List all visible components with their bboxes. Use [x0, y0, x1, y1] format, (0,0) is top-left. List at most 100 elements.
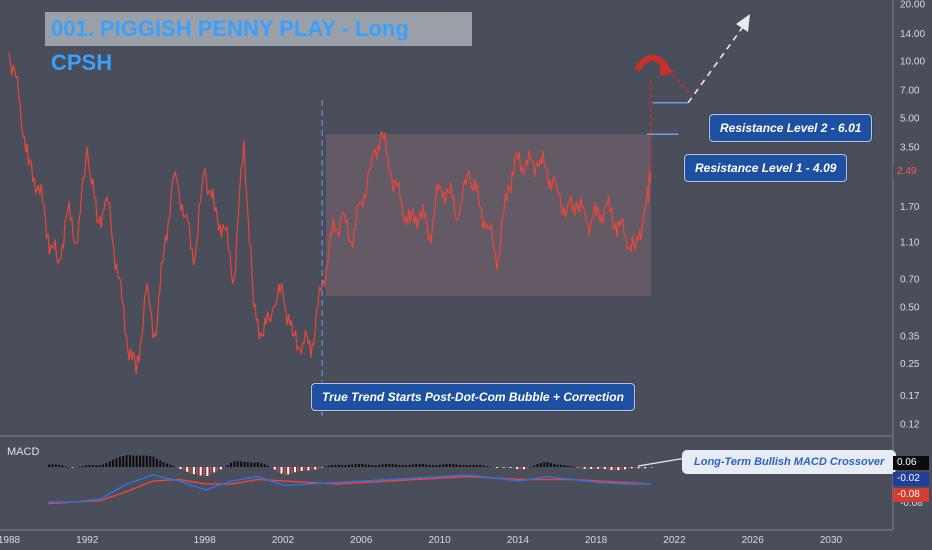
macd-histogram-bar	[169, 464, 172, 467]
macd-histogram-bar	[199, 467, 202, 476]
macd-histogram-bar	[263, 464, 266, 467]
macd-histogram-bar	[203, 467, 206, 476]
macd-histogram-bar	[590, 467, 593, 469]
time-tick-label: 2026	[742, 535, 765, 546]
price-tick-label: 5.00	[900, 113, 920, 124]
macd-histogram-bar	[347, 464, 350, 467]
macd-histogram-bar	[290, 467, 293, 474]
price-tick-label: 0.25	[900, 359, 920, 370]
macd-histogram-bar	[273, 467, 276, 470]
macd-histogram-bar	[139, 455, 142, 467]
macd-line	[48, 474, 651, 503]
projection-arrow-head	[736, 14, 750, 32]
macd-histogram-bar	[556, 464, 559, 467]
macd-histogram-bar	[125, 455, 128, 467]
macd-histogram-bar	[132, 455, 135, 467]
macd-histogram-bar	[65, 466, 67, 467]
macd-panel	[48, 455, 687, 505]
macd-histogram-bar	[267, 465, 269, 467]
macd-histogram-bar	[75, 467, 78, 468]
macd-histogram-bar	[48, 464, 51, 467]
macd-histogram-bar	[506, 467, 509, 468]
time-axis-ticks[interactable]: 1988 1992 1998 2002 2006 2010 2014 2018 2022 2026…	[0, 535, 843, 546]
macd-histogram-bar	[327, 465, 330, 467]
macd-histogram-bar	[223, 467, 226, 468]
projection-overlay	[321, 14, 750, 418]
macd-histogram-bar	[145, 455, 148, 467]
macd-histogram-bar	[192, 467, 195, 475]
projection-down-dashed	[671, 73, 693, 97]
macd-histogram-bar	[408, 464, 411, 467]
macd-histogram-bar	[209, 467, 212, 474]
macd-histogram-bar	[391, 464, 394, 467]
macd-histogram-bar	[459, 464, 461, 467]
macd-histogram-bar	[479, 465, 482, 467]
macd-histogram-bar	[566, 465, 569, 467]
resistance-2-label: Resistance Level 2 - 6.01	[709, 114, 873, 142]
macd-histogram-bar	[155, 458, 158, 467]
macd-histogram-bar	[351, 464, 354, 467]
macd-histogram-bar	[378, 464, 381, 467]
price-tick-label: 0.35	[900, 332, 920, 343]
macd-callout-pointer	[637, 457, 687, 467]
macd-histogram-bar	[149, 456, 152, 467]
macd-histogram-bar	[512, 467, 515, 469]
macd-histogram-bar	[337, 464, 340, 467]
macd-histogram-bar	[186, 467, 189, 472]
macd-indicator-label: MACD	[7, 446, 40, 458]
price-line	[8, 53, 652, 375]
projection-target-dashed	[687, 23, 746, 104]
macd-histogram-bar	[546, 462, 549, 467]
macd-histogram-bar	[388, 463, 391, 467]
macd-histogram-bar	[452, 464, 455, 467]
curved-arrow-head	[660, 58, 674, 76]
macd-histogram-bar	[233, 461, 236, 467]
macd-histogram-bar	[297, 467, 300, 472]
macd-histogram-bar	[620, 467, 623, 470]
macd-histogram-bar	[533, 465, 536, 467]
macd-histogram-bar	[78, 466, 81, 468]
macd-histogram-bar	[294, 467, 296, 473]
macd-histogram-bar	[91, 465, 94, 467]
macd-histogram-bar	[421, 464, 424, 467]
macd-crossover-label: Long-Term Bullish MACD Crossover	[682, 450, 897, 474]
macd-histogram-bar	[280, 467, 283, 474]
macd-histogram-bar	[637, 467, 640, 469]
macd-histogram-bar	[324, 466, 327, 467]
price-tick-label: 0.17	[900, 391, 920, 402]
macd-histogram-bar	[381, 464, 384, 467]
macd-histogram-bar	[81, 465, 84, 467]
macd-histogram-bar	[485, 466, 488, 467]
price-series	[8, 53, 652, 375]
macd-histogram-bar	[603, 467, 606, 470]
time-tick-label: 2002	[272, 535, 295, 546]
macd-histogram-bar	[98, 465, 101, 467]
macd-histogram-bar	[492, 467, 495, 468]
time-tick-label: 2010	[428, 535, 451, 546]
macd-histogram-bar	[587, 467, 589, 469]
macd-histogram-bar	[206, 467, 209, 476]
price-tick-label: 20.00	[900, 0, 925, 11]
macd-histogram-bar	[253, 462, 256, 467]
macd-histogram-bar	[358, 463, 360, 467]
macd-histogram-bar	[482, 465, 485, 467]
macd-histogram-bar	[112, 459, 115, 467]
macd-histogram-bar	[364, 464, 367, 467]
macd-value-tag-macd: -0.02	[893, 472, 929, 486]
macd-histogram-bar	[428, 464, 431, 467]
macd-histogram-bar	[142, 455, 145, 467]
macd-histogram-bar	[317, 467, 320, 469]
macd-axis-ticks: -0.08	[900, 498, 923, 509]
macd-histogram-bar	[307, 467, 310, 471]
macd-histogram-bar	[526, 467, 529, 469]
macd-histogram-bar	[361, 464, 364, 467]
macd-histogram-bar	[304, 467, 307, 471]
macd-histogram-bar	[549, 463, 552, 467]
price-axis-ticks[interactable]: 20.00 14.00 10.00 7.00 5.00 3.50 1.70 1.10 0.70 0…	[900, 0, 925, 431]
price-tick-label: 0.70	[900, 275, 920, 286]
macd-histogram-bar	[634, 467, 637, 469]
macd-histogram-bar	[314, 467, 317, 470]
macd-histogram-bar	[563, 465, 566, 467]
macd-histogram-bar	[341, 465, 344, 467]
macd-histogram-bar	[182, 467, 185, 471]
